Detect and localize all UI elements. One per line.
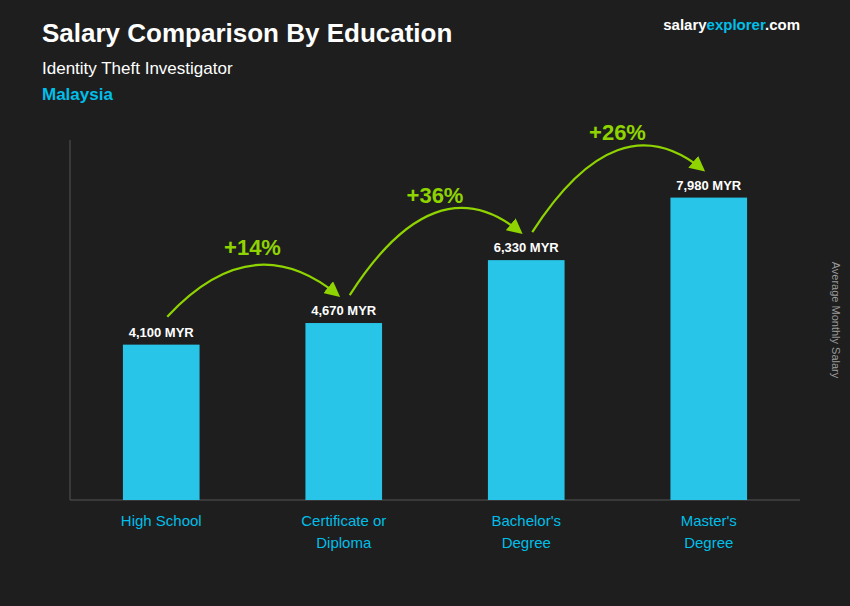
bar	[305, 323, 382, 500]
x-tick-label: Master'sDegree	[681, 512, 737, 551]
source: salaryexplorer.com	[663, 16, 800, 33]
source-part: salary	[663, 16, 707, 33]
background	[0, 0, 850, 606]
data-label: 4,100 MYR	[129, 325, 195, 340]
x-tick-label: High School	[121, 512, 202, 529]
subtitle: Identity Theft Investigator	[42, 59, 233, 78]
x-tick-label: Bachelor'sDegree	[491, 512, 561, 551]
bar	[123, 345, 200, 500]
data-label: 7,980 MYR	[676, 178, 742, 193]
y-axis-label: Average Monthly Salary	[830, 262, 842, 379]
source-part: explorer	[707, 16, 766, 33]
growth-label: +14%	[224, 235, 281, 260]
source-part: .com	[765, 16, 800, 33]
x-tick-label: Certificate orDiploma	[301, 512, 386, 551]
growth-label: +26%	[589, 120, 646, 145]
bar	[488, 260, 565, 500]
country: Malaysia	[42, 85, 113, 104]
growth-label: +36%	[407, 183, 464, 208]
growth-arrow	[532, 145, 703, 232]
title: Salary Comparison By Education	[42, 18, 452, 48]
growth-arrow	[350, 208, 521, 295]
bars	[123, 198, 747, 500]
data-label: 4,670 MYR	[311, 303, 377, 318]
data-label: 6,330 MYR	[494, 240, 560, 255]
chart: Salary Comparison By Education Identity T…	[0, 0, 850, 606]
growth-arrow	[167, 265, 338, 317]
y-axis	[70, 140, 71, 500]
bar	[670, 198, 747, 500]
